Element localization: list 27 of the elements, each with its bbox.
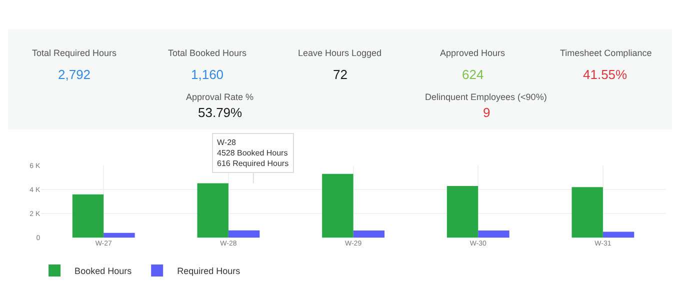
category-label: Total Booked Hours <box>168 48 248 58</box>
text: 1,160 <box>191 67 224 82</box>
category-label: Delinquent Employees (<90%) <box>425 92 547 102</box>
annotation: W-28 4528 Booked Hours 616 Required Hours <box>217 138 289 168</box>
text: 2,792 <box>58 67 91 82</box>
legend-label: Required Hours <box>177 266 241 276</box>
category-label: Approval Rate % <box>186 92 254 102</box>
text: 624 <box>462 67 484 82</box>
bar <box>228 230 260 238</box>
category-label: Approved Hours <box>440 48 506 58</box>
text: 41.55% <box>583 67 628 82</box>
category-label: Total Required Hours <box>32 48 118 58</box>
legend-label: Booked Hours <box>74 266 132 276</box>
bar <box>602 232 634 238</box>
bar <box>72 194 104 238</box>
category-label: Leave Hours Logged <box>298 48 382 58</box>
text: 9 <box>483 105 490 120</box>
text: 72 <box>333 67 348 82</box>
category-label: Timesheet Compliance <box>560 48 652 58</box>
bar <box>572 187 603 238</box>
bar <box>446 186 478 238</box>
bar <box>478 230 510 238</box>
bar <box>197 183 228 238</box>
bar <box>104 232 135 238</box>
bar <box>322 174 354 238</box>
bar <box>353 230 384 238</box>
text: 53.79% <box>198 105 242 120</box>
